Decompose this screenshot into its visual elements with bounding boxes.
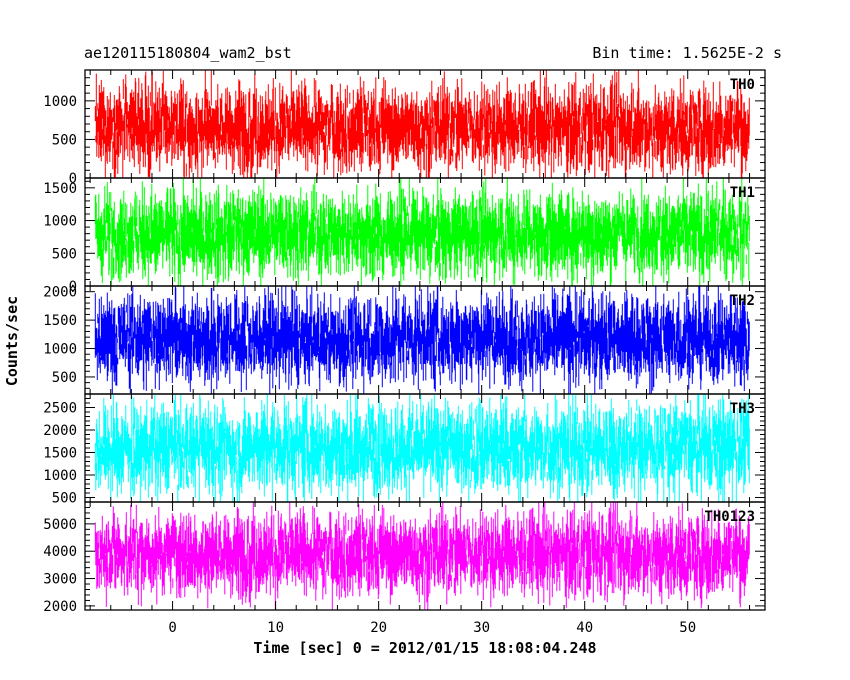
y-tick-label: 500 xyxy=(52,132,77,148)
y-tick-label: 3000 xyxy=(43,572,77,588)
y-tick-label: 500 xyxy=(52,246,77,262)
panel-label-th3: TH3 xyxy=(730,401,755,417)
y-tick-label: 1500 xyxy=(43,181,77,197)
series-th0123 xyxy=(94,502,750,610)
y-tick-label: 2000 xyxy=(43,285,77,301)
y-tick-label: 1500 xyxy=(43,313,77,329)
y-tick-label: 500 xyxy=(52,370,77,386)
y-tick-label: 2500 xyxy=(43,401,77,417)
series-th0 xyxy=(94,70,750,178)
y-tick-label: 1000 xyxy=(43,94,77,110)
series-th1 xyxy=(94,178,750,286)
y-tick-label: 4000 xyxy=(43,544,77,560)
y-tick-label: 2000 xyxy=(43,423,77,439)
y-tick-label: 1000 xyxy=(43,468,77,484)
x-tick-label: 30 xyxy=(473,620,490,636)
panel-label-th0: TH0 xyxy=(730,77,755,93)
x-tick-label: 0 xyxy=(168,620,176,636)
y-tick-label: 0 xyxy=(69,171,77,187)
panel-label-th1: TH1 xyxy=(730,185,755,201)
x-axis-label: Time [sec] 0 = 2012/01/15 18:08:04.248 xyxy=(253,639,597,657)
y-tick-label: 5000 xyxy=(43,517,77,533)
x-tick-label: 10 xyxy=(267,620,284,636)
y-axis-label: Counts/sec xyxy=(3,295,21,387)
series-th3 xyxy=(94,394,750,502)
chart-title: ae120115180804_wam2_bst xyxy=(84,44,292,62)
panel-label-th2: TH2 xyxy=(730,293,755,309)
y-tick-label: 2000 xyxy=(43,599,77,615)
series-th2 xyxy=(94,286,750,394)
x-tick-label: 50 xyxy=(679,620,696,636)
x-tick-label: 20 xyxy=(370,620,387,636)
x-tick-label: 40 xyxy=(576,620,593,636)
panel-label-th0123: TH0123 xyxy=(704,509,755,525)
y-tick-label: 1000 xyxy=(43,342,77,358)
y-tick-label: 500 xyxy=(52,491,77,507)
y-tick-label: 0 xyxy=(69,279,77,295)
panel-frame-th0123 xyxy=(84,501,766,611)
bin-time-label: Bin time: 1.5625E-2 s xyxy=(592,44,782,62)
y-tick-label: 1000 xyxy=(43,214,77,230)
y-tick-label: 1500 xyxy=(43,446,77,462)
